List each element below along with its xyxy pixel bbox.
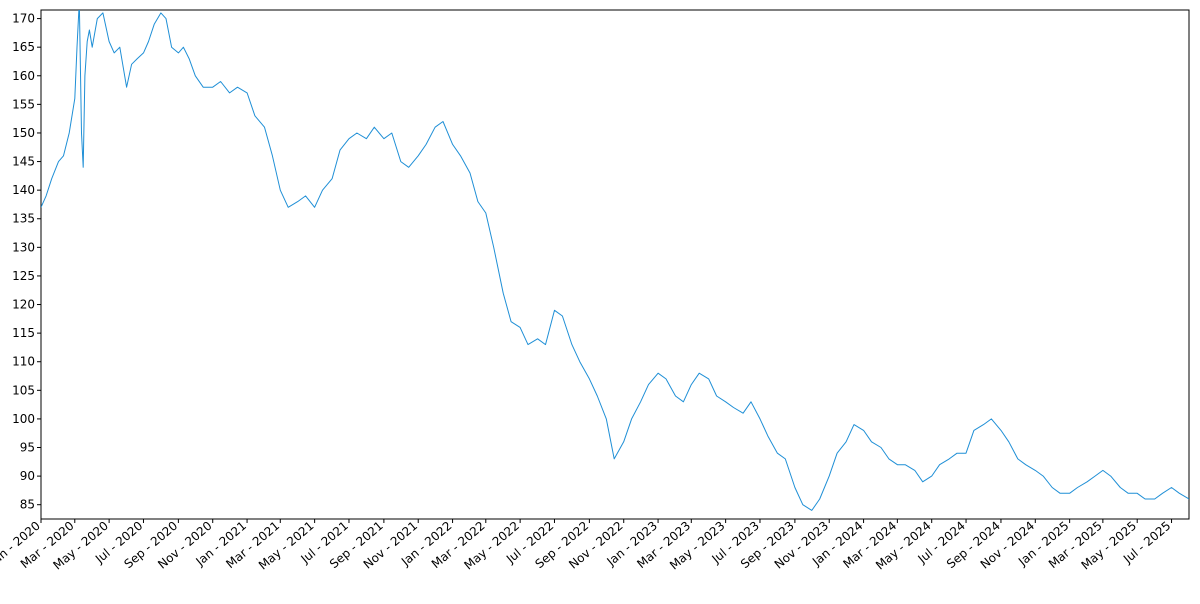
y-tick-label: 160 xyxy=(12,69,35,83)
y-tick-label: 145 xyxy=(12,155,35,169)
series-line xyxy=(41,10,1189,511)
y-tick-label: 150 xyxy=(12,126,35,140)
y-tick-label: 125 xyxy=(12,269,35,283)
plot-area xyxy=(40,9,1190,520)
y-tick-label: 155 xyxy=(12,97,35,111)
y-tick-label: 170 xyxy=(12,12,35,26)
y-tick-label: 95 xyxy=(20,441,35,455)
y-tick-label: 130 xyxy=(12,240,35,254)
y-tick-label: 135 xyxy=(12,212,35,226)
y-tick-label: 90 xyxy=(20,469,35,483)
y-tick-label: 115 xyxy=(12,326,35,340)
y-tick-label: 100 xyxy=(12,412,35,426)
y-tick-label: 140 xyxy=(12,183,35,197)
y-tick-label: 85 xyxy=(20,498,35,512)
y-tick-label: 105 xyxy=(12,383,35,397)
y-tick-label: 110 xyxy=(12,355,35,369)
series-layer xyxy=(41,10,1189,511)
y-tick-label: 120 xyxy=(12,298,35,312)
y-tick-label: 165 xyxy=(12,40,35,54)
y-axis: 85 90 95 100 105 110 115 120 125 130 135 140 145 150 1… xyxy=(12,12,41,512)
